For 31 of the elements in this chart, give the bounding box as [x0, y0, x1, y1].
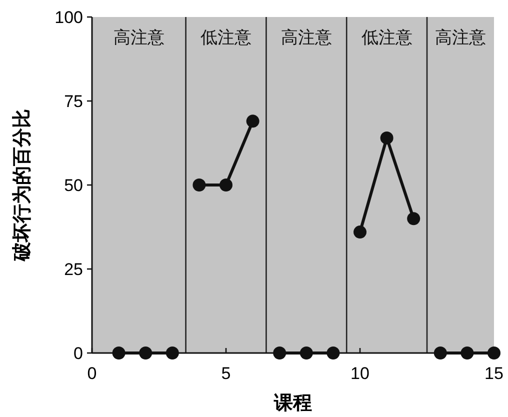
point — [220, 178, 232, 192]
point — [166, 346, 179, 360]
y-tick-label: 100 — [54, 8, 83, 27]
y-tick-label: 50 — [64, 176, 83, 195]
point — [273, 346, 286, 360]
x-tick-label: 5 — [221, 364, 231, 383]
point — [246, 114, 260, 128]
y-tick-label: 25 — [64, 260, 83, 279]
band-label: 低注意 — [361, 28, 412, 47]
point — [488, 346, 500, 360]
x-tick-label: 10 — [350, 364, 370, 383]
point — [354, 226, 366, 239]
y-tick-label: 75 — [64, 92, 83, 111]
band-label: 低注意 — [200, 28, 252, 47]
band-label: 高注意 — [435, 28, 486, 47]
y-tick-label: 0 — [74, 344, 83, 363]
point — [112, 346, 126, 360]
point — [380, 131, 394, 144]
x-tick-label: 15 — [484, 364, 504, 383]
x-tick-label: 0 — [87, 364, 97, 383]
point — [326, 346, 340, 360]
point — [300, 346, 313, 360]
band-label: 高注意 — [113, 28, 164, 47]
point — [460, 346, 474, 360]
band-label: 高注意 — [280, 28, 332, 47]
x-axis-title: 课程 — [273, 393, 312, 414]
point — [434, 346, 447, 360]
point — [139, 346, 152, 360]
point — [192, 178, 206, 192]
y-axis-title: 破坏行为的百分比 — [11, 109, 33, 262]
point — [407, 212, 420, 226]
